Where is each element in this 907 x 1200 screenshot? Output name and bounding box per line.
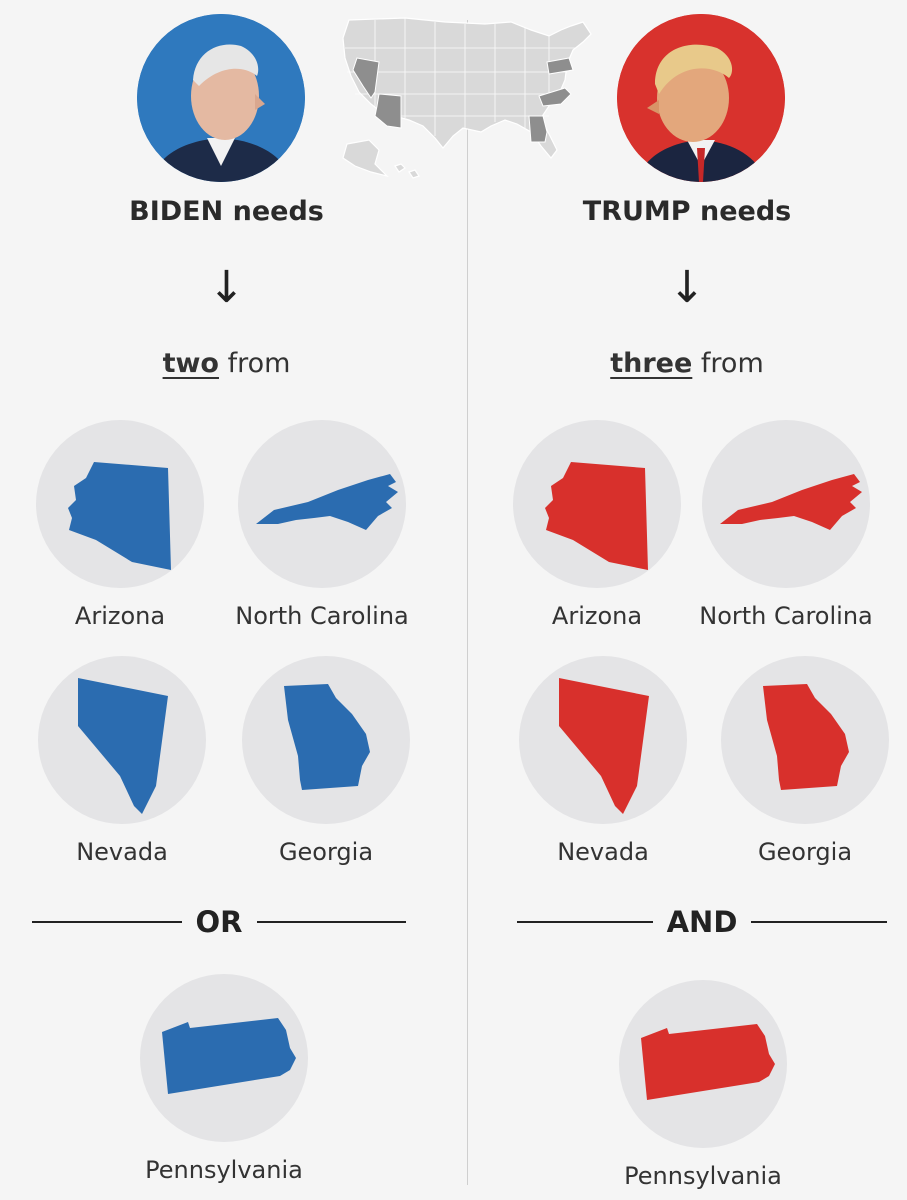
georgia-map-icon (763, 684, 849, 790)
state-disc (513, 420, 681, 588)
trump-headline: TRUMP needs (582, 196, 792, 227)
trump-state-georgia: Georgia (685, 656, 907, 866)
from-word: from (227, 348, 291, 379)
from-word: from (700, 348, 764, 379)
biden-headline: BIDEN needs (129, 196, 324, 227)
arizona-map-icon (68, 462, 171, 570)
state-label: North Carolina (699, 602, 873, 630)
pennsylvania-map-icon (162, 1018, 296, 1094)
state-label: Arizona (551, 602, 643, 630)
pennsylvania-map-icon (641, 1024, 775, 1100)
trump-column: TRUMP needs ↓ three from Arizona North C… (467, 0, 907, 1200)
biden-state-georgia: Georgia (206, 656, 446, 866)
down-arrow-icon: ↓ (208, 262, 245, 313)
pennsylvania-highlight (546, 57, 574, 75)
nevada-highlight (352, 57, 380, 99)
trump-portrait (617, 14, 785, 182)
separator-word: OR (195, 905, 243, 939)
separator-rule (751, 921, 888, 923)
state-disc (721, 656, 889, 824)
down-arrow-icon: ↓ (668, 262, 706, 313)
state-label: Georgia (757, 838, 853, 866)
trump-quantity: three (610, 348, 693, 379)
state-disc (36, 420, 204, 588)
biden-state-north-carolina: North Carolina (202, 420, 442, 630)
state-label: Georgia (278, 838, 374, 866)
state-disc (140, 974, 308, 1142)
georgia-map-icon (284, 684, 370, 790)
north-carolina-map-icon (256, 474, 398, 530)
arizona-map-icon (545, 462, 648, 570)
center-divider (467, 20, 468, 1185)
state-label: North Carolina (235, 602, 409, 630)
nevada-map-icon (78, 678, 168, 814)
biden-quantity: two (162, 348, 219, 379)
arizona-highlight (374, 93, 402, 129)
state-disc (38, 656, 206, 824)
state-disc (242, 656, 410, 824)
state-label: Pennsylvania (624, 1162, 782, 1190)
trump-state-arizona: Arizona (477, 420, 717, 630)
state-disc (238, 420, 406, 588)
biden-column: BIDEN needs ↓ two from Arizona North Car… (0, 0, 453, 1200)
trump-state-pennsylvania: Pennsylvania (583, 980, 823, 1190)
person-silhouette-icon (137, 14, 305, 182)
separator-word: AND (666, 905, 738, 939)
separator-rule (517, 921, 653, 923)
or-separator: OR (32, 900, 407, 944)
biden-state-arizona: Arizona (0, 420, 240, 630)
biden-portrait (137, 14, 305, 182)
state-label: Nevada (557, 838, 649, 866)
biden-state-pennsylvania: Pennsylvania (104, 974, 344, 1184)
state-disc (702, 420, 870, 588)
trump-requirement: three from (467, 348, 907, 379)
state-disc (619, 980, 787, 1148)
nevada-map-icon (559, 678, 649, 814)
biden-state-nevada: Nevada (2, 656, 242, 866)
us-map-icon (342, 17, 592, 179)
and-separator: AND (517, 900, 888, 944)
trump-state-north-carolina: North Carolina (666, 420, 906, 630)
state-label: Arizona (74, 602, 166, 630)
hawaii (394, 163, 420, 179)
state-disc (519, 656, 687, 824)
trump-state-nevada: Nevada (483, 656, 723, 866)
separator-rule (32, 921, 182, 923)
biden-requirement: two from (0, 348, 453, 379)
north-carolina-map-icon (720, 474, 862, 530)
state-label: Pennsylvania (145, 1156, 303, 1184)
georgia-highlight (528, 115, 548, 143)
alaska (342, 139, 389, 178)
person-silhouette-icon (617, 14, 785, 182)
north-carolina-highlight (538, 87, 572, 107)
state-label: Nevada (76, 838, 168, 866)
separator-rule (256, 921, 407, 923)
